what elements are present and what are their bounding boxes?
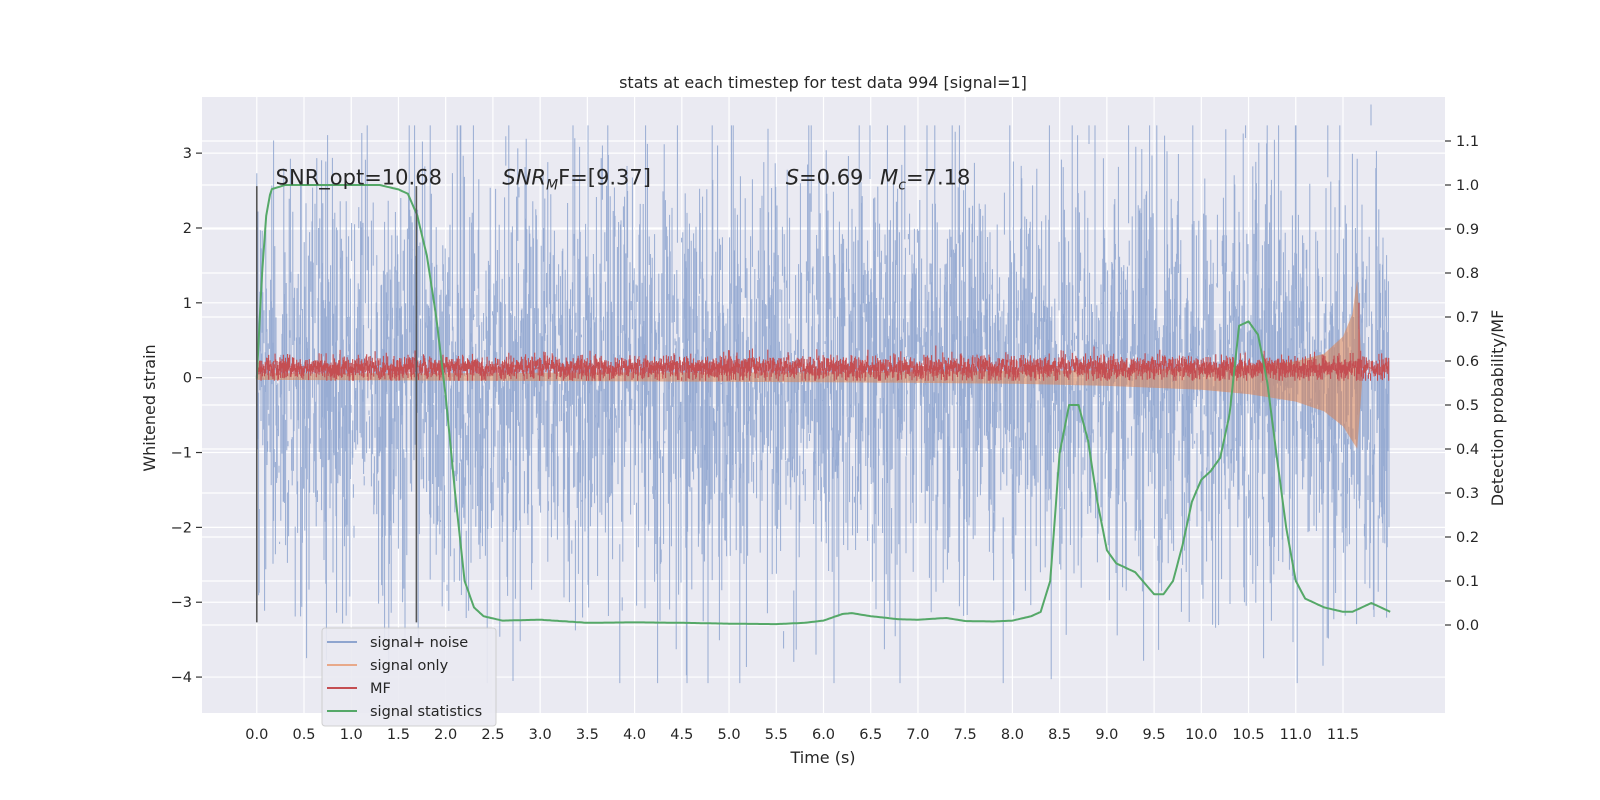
x-tick-label: 1.0 bbox=[340, 727, 363, 743]
x-tick-label: 2.0 bbox=[434, 727, 457, 743]
y2-tick-label: 0.5 bbox=[1456, 398, 1479, 414]
y2-tick-label: 0.7 bbox=[1456, 310, 1479, 326]
x-tick-label: 9.5 bbox=[1143, 727, 1166, 743]
legend: signal+ noise signal only MF signal statist… bbox=[321, 627, 497, 727]
x-tick-label: 10.0 bbox=[1185, 727, 1217, 743]
y2-tick-label: 0.8 bbox=[1456, 266, 1479, 282]
annotation-2: S=0.69 bbox=[786, 166, 864, 190]
x-tick-label: 8.0 bbox=[1001, 727, 1024, 743]
x-tick-label: 11.0 bbox=[1280, 727, 1312, 743]
annotation-0: SNR_opt=10.68 bbox=[276, 166, 442, 191]
y2-tick-label: 1.1 bbox=[1456, 134, 1479, 150]
y-tick-label: 2 bbox=[183, 221, 192, 237]
series-signal-statistics bbox=[255, 184, 1391, 626]
annotation-1: SNRMF=[9.37] bbox=[502, 166, 651, 194]
y-tick-label: −4 bbox=[171, 670, 192, 686]
x-tick-label: 5.5 bbox=[765, 727, 788, 743]
y-tick-label: −2 bbox=[171, 520, 192, 536]
x-tick-label: 4.5 bbox=[670, 727, 693, 743]
x-tick-label: 5.0 bbox=[718, 727, 741, 743]
annotation-3: Mc=7.18 bbox=[880, 166, 970, 194]
y-axis-right: 1.1 1.0 0.9 0.8 0.7 0.6 0.5 0.4 0.3 0.2 0.1 0.0 bbox=[1445, 134, 1479, 634]
y2-axis-label: Detection probability/MF bbox=[1488, 310, 1507, 507]
y2-tick-label: 0.3 bbox=[1456, 486, 1479, 502]
y-axis-left: 3 2 1 0 −1 −2 −3 −4 bbox=[171, 146, 202, 686]
x-tick-label: 3.5 bbox=[576, 727, 599, 743]
x-tick-label: 11.5 bbox=[1327, 727, 1359, 743]
y2-tick-label: 0.2 bbox=[1456, 530, 1479, 546]
x-tick-label: 10.5 bbox=[1232, 727, 1264, 743]
x-tick-label: 2.5 bbox=[481, 727, 504, 743]
y-axis-label: Whitened strain bbox=[140, 344, 159, 471]
x-tick-label: 9.0 bbox=[1095, 727, 1118, 743]
chart-title: stats at each timestep for test data 994… bbox=[619, 73, 1027, 92]
y-tick-label: 1 bbox=[183, 296, 192, 312]
y-tick-label: −3 bbox=[171, 595, 192, 611]
x-axis: 0.0 0.5 1.0 1.5 2.0 2.5 3.0 3.5 4.0 4.5 5.0 5.5 6.0 6… bbox=[245, 727, 1359, 743]
annotations: SNR_opt=10.68 SNRMF=[9.37] S=0.69 Mc=7.18 bbox=[276, 166, 971, 194]
x-axis-label: Time (s) bbox=[789, 748, 855, 767]
legend-label: signal statistics bbox=[370, 704, 482, 720]
y2-tick-label: 0.1 bbox=[1456, 574, 1479, 590]
x-tick-label: 7.5 bbox=[954, 727, 977, 743]
legend-label: signal+ noise bbox=[370, 635, 468, 651]
vertical-markers bbox=[255, 186, 418, 623]
x-tick-label: 1.5 bbox=[387, 727, 410, 743]
y2-tick-label: 0.4 bbox=[1456, 442, 1479, 458]
x-tick-label: 4.0 bbox=[623, 727, 646, 743]
y2-tick-label: 0.0 bbox=[1456, 618, 1479, 634]
x-tick-label: 6.5 bbox=[859, 727, 882, 743]
y-tick-label: 3 bbox=[183, 146, 192, 162]
legend-box bbox=[321, 627, 497, 727]
y-tick-label: 0 bbox=[183, 371, 192, 387]
y2-tick-label: 0.9 bbox=[1456, 222, 1479, 238]
x-tick-label: 7.0 bbox=[906, 727, 929, 743]
x-tick-label: 0.5 bbox=[292, 727, 315, 743]
y2-tick-label: 0.6 bbox=[1456, 354, 1479, 370]
y2-tick-label: 1.0 bbox=[1456, 178, 1479, 194]
legend-label: MF bbox=[370, 681, 391, 697]
y-tick-label: −1 bbox=[171, 446, 192, 462]
data-series bbox=[255, 104, 1391, 684]
x-tick-label: 6.0 bbox=[812, 727, 835, 743]
legend-label: signal only bbox=[370, 658, 449, 674]
x-tick-label: 3.0 bbox=[529, 727, 552, 743]
x-tick-label: 0.0 bbox=[245, 727, 268, 743]
x-tick-label: 8.5 bbox=[1048, 727, 1071, 743]
